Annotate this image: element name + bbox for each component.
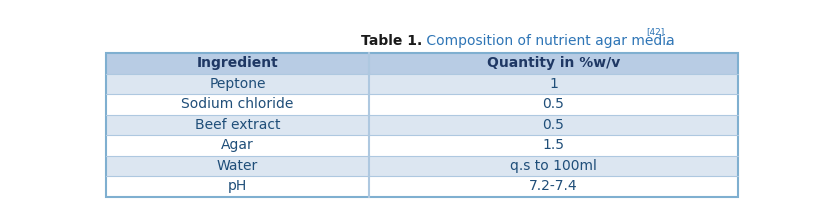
Text: 1: 1 <box>549 77 558 91</box>
Bar <box>106 135 738 156</box>
Text: Table 1.: Table 1. <box>361 34 422 48</box>
Text: [42]: [42] <box>647 28 665 36</box>
Bar <box>106 176 738 197</box>
Bar <box>106 115 738 135</box>
Text: 7.2-7.4: 7.2-7.4 <box>529 179 578 193</box>
Bar <box>106 74 738 94</box>
Text: Ingredient: Ingredient <box>196 56 279 70</box>
Text: Composition of nutrient agar media: Composition of nutrient agar media <box>422 34 680 48</box>
Bar <box>106 156 738 176</box>
Text: .: . <box>664 34 669 48</box>
Text: Agar: Agar <box>221 139 254 153</box>
Bar <box>106 53 738 197</box>
Text: Peptone: Peptone <box>209 77 265 91</box>
Text: Water: Water <box>217 159 258 173</box>
Text: 0.5: 0.5 <box>542 118 564 132</box>
Text: pH: pH <box>227 179 247 193</box>
Bar <box>106 94 738 115</box>
Text: Beef extract: Beef extract <box>194 118 280 132</box>
Text: q.s to 100ml: q.s to 100ml <box>510 159 597 173</box>
Text: 0.5: 0.5 <box>542 97 564 111</box>
Text: Quantity in %w/v: Quantity in %w/v <box>487 56 620 70</box>
Bar <box>106 53 738 74</box>
Text: 1.5: 1.5 <box>542 139 564 153</box>
Text: Sodium chloride: Sodium chloride <box>181 97 293 111</box>
